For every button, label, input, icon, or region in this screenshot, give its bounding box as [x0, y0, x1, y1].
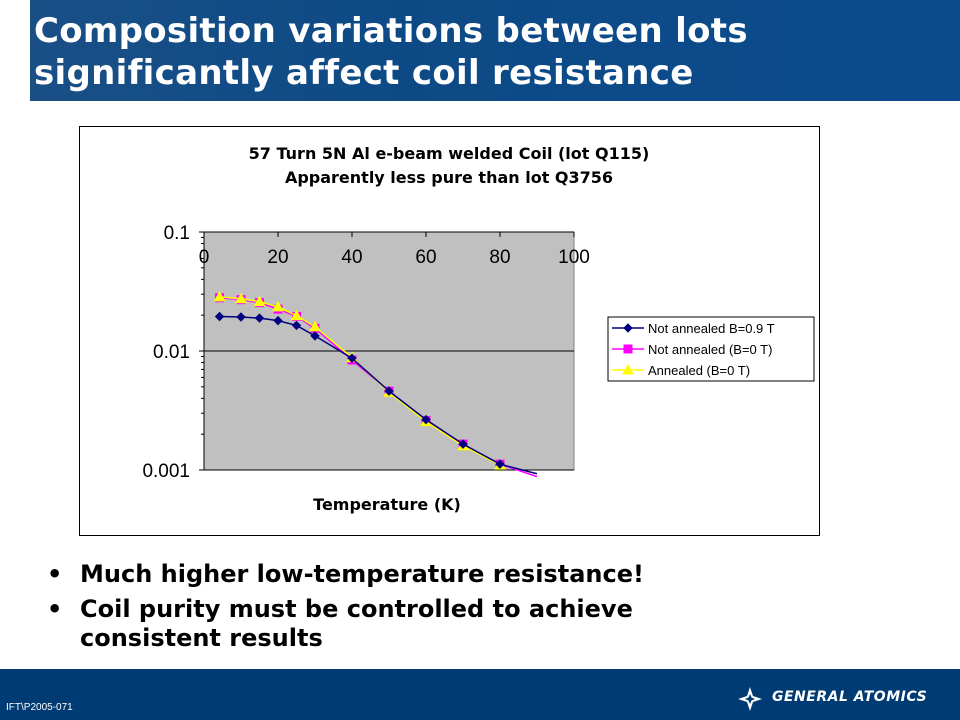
data-point: [273, 315, 283, 326]
legend-label: Not annealed (B=0 T): [648, 342, 772, 357]
chart-title-line2: Apparently less pure than lot Q3756: [285, 168, 613, 187]
y-tick-label: 0.001: [142, 461, 190, 482]
footer-slide-id: IFT\P2005-071: [6, 702, 73, 713]
x-tick-label: 40: [341, 247, 362, 268]
x-tick-label: 20: [267, 247, 288, 268]
data-point: [214, 311, 225, 322]
x-tick-label: 60: [415, 247, 436, 268]
chart: 57 Turn 5N Al e-beam welded Coil (lot Q1…: [142, 144, 815, 514]
data-point: [253, 295, 266, 307]
data-point: [213, 290, 226, 302]
data-point: [421, 414, 431, 425]
bullet-text-line2: consistent results: [80, 624, 323, 652]
bullet-text: Much higher low-temperature resistance!: [80, 560, 644, 588]
bullet-item: • Much higher low-temperature resistance…: [44, 560, 944, 589]
brand-name: GENERAL ATOMICS: [772, 689, 928, 705]
bullet-dot: •: [47, 595, 63, 623]
data-point: [272, 300, 284, 312]
data-point: [384, 386, 394, 396]
chart-title-line1: 57 Turn 5N Al e-beam welded Coil (lot Q1…: [249, 144, 650, 163]
footer-bar: [0, 669, 960, 720]
bullet-list: • Much higher low-temperature resistance…: [44, 560, 944, 659]
title-bar-edge: [0, 0, 30, 101]
bullet-item: • Coil purity must be controlled to achi…: [44, 595, 944, 653]
slide-title: Composition variations between lots sign…: [34, 10, 934, 94]
data-point: [309, 320, 321, 332]
bullet-dot: •: [47, 560, 63, 588]
legend-swatch-marker: [623, 344, 633, 354]
bullet-text-line1: Coil purity must be controlled to achiev…: [80, 595, 633, 623]
y-tick-label: 0.01: [153, 342, 190, 363]
data-point: [291, 320, 302, 331]
legend-swatch-marker: [623, 323, 633, 333]
data-point: [254, 313, 265, 323]
general-atomics-logo-icon: [738, 687, 762, 711]
data-point: [495, 459, 505, 469]
y-tick-label: 0.1: [164, 223, 190, 244]
x-tick-label: 100: [558, 247, 590, 268]
data-point: [236, 312, 246, 322]
x-axis-title: Temperature (K): [313, 495, 461, 514]
slide-title-line2: significantly affect coil resistance: [34, 53, 694, 93]
legend-label: Not annealed B=0.9 T: [648, 321, 775, 336]
x-tick-label: 80: [489, 247, 510, 268]
data-point: [290, 309, 303, 321]
data-point: [235, 292, 247, 304]
chart-frame: 57 Turn 5N Al e-beam welded Coil (lot Q1…: [79, 126, 820, 536]
data-point: [458, 439, 468, 449]
legend-label: Annealed (B=0 T): [648, 363, 750, 378]
data-point: [310, 331, 320, 341]
title-bar: [0, 0, 960, 101]
legend-swatch-marker: [622, 363, 634, 375]
data-point: [347, 353, 357, 363]
x-tick-label: 0: [199, 247, 210, 268]
title-bar-gradient: [30, 0, 960, 101]
slide-title-line1: Composition variations between lots: [34, 11, 748, 51]
